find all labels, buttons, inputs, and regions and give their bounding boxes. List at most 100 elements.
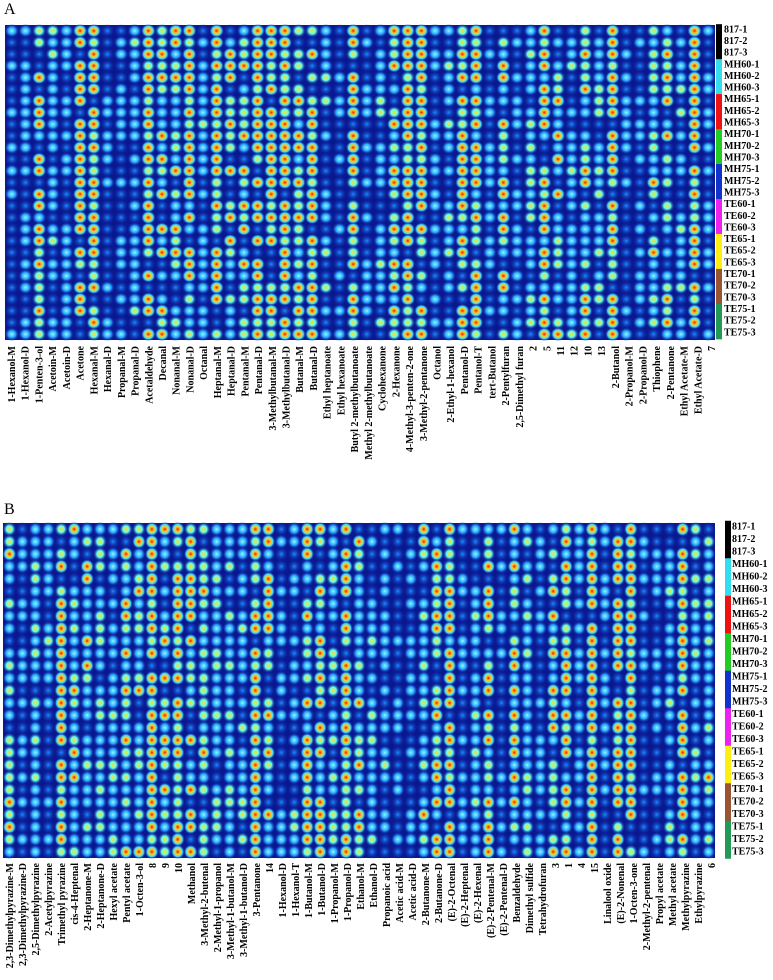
heatmap-spot — [263, 292, 279, 307]
heatmap-spot — [533, 831, 548, 847]
row-label: TE70-3 — [724, 292, 756, 303]
heatmap-spot — [413, 128, 429, 143]
heatmap-spot — [235, 807, 250, 823]
heatmap-spot — [157, 720, 172, 736]
heatmap-spot — [523, 93, 539, 108]
heatmap-spot — [536, 257, 552, 272]
heatmap-spot — [455, 819, 470, 835]
heatmap-spot — [277, 245, 293, 260]
heatmap-spot — [550, 210, 566, 225]
heatmap-spot — [168, 128, 184, 143]
heatmap-spot — [701, 583, 716, 599]
heatmap-spot — [72, 117, 88, 132]
heatmap-spot — [209, 546, 224, 562]
heatmap-spot — [377, 534, 393, 550]
heatmap-spot — [386, 93, 402, 108]
heatmap-spot — [318, 93, 334, 108]
heatmap-spot — [196, 819, 211, 835]
heatmap-spot — [659, 47, 675, 62]
heatmap-spot — [248, 583, 263, 599]
heatmap-spot — [274, 819, 289, 835]
heatmap-spot — [291, 292, 307, 307]
heatmap-spot — [659, 58, 675, 73]
heatmap-spot — [675, 757, 690, 773]
heatmap-spot — [154, 327, 170, 342]
heatmap-spot — [559, 720, 574, 736]
heatmap-spot — [509, 82, 525, 97]
heatmap-spot — [157, 794, 172, 810]
heatmap-spot — [482, 58, 498, 73]
heatmap-spot — [261, 732, 276, 748]
heatmap-spot — [54, 695, 69, 711]
heatmap-spot — [673, 117, 689, 132]
heatmap-spot — [17, 128, 33, 143]
heatmap-spot — [413, 93, 429, 108]
heatmap-spot — [31, 23, 47, 38]
heatmap-spot — [4, 152, 20, 167]
heatmap-spot — [636, 633, 651, 649]
column-label: 2-Butanone-D — [434, 863, 445, 923]
heatmap-spot — [195, 257, 211, 272]
heatmap-spot — [196, 633, 211, 649]
heatmap-spot — [416, 670, 431, 686]
heatmap-spot — [559, 645, 574, 661]
heatmap-spot — [318, 152, 334, 167]
heatmap-spot — [688, 558, 703, 574]
heatmap-spot — [468, 707, 483, 723]
heatmap-spot — [584, 720, 600, 736]
heatmap-spot — [455, 807, 470, 823]
heatmap-spot — [533, 596, 548, 612]
heatmap-spot — [154, 140, 170, 155]
heatmap-spot — [54, 571, 69, 587]
heatmap-spot — [646, 292, 662, 307]
heatmap-spot — [390, 695, 405, 711]
heatmap-spot — [351, 558, 367, 574]
heatmap-spot — [623, 844, 638, 860]
heatmap-spot — [659, 327, 675, 342]
heatmap-spot — [442, 608, 457, 624]
heatmap-spot — [482, 117, 498, 132]
heatmap-spot — [701, 596, 716, 612]
heatmap-spot — [482, 210, 498, 225]
heatmap-spot — [507, 695, 522, 711]
heatmap-spot — [597, 658, 613, 674]
heatmap-spot — [263, 245, 279, 260]
heatmap-spot — [31, 303, 47, 318]
heatmap-spot — [4, 140, 20, 155]
heatmap-spot — [649, 720, 664, 736]
heatmap-spot — [300, 782, 315, 798]
heatmap-spot — [495, 198, 511, 213]
heatmap-spot — [632, 82, 648, 97]
heatmap-spot — [364, 819, 380, 835]
heatmap-spot — [646, 93, 662, 108]
heatmap-spot — [507, 794, 522, 810]
heatmap-spot — [131, 521, 147, 537]
heatmap-spot — [277, 222, 293, 237]
heatmap-spot — [291, 268, 307, 283]
heatmap-spot — [403, 794, 418, 810]
heatmap-spot — [209, 583, 224, 599]
heatmap-spot — [520, 683, 535, 698]
heatmap-spot — [351, 794, 367, 810]
heatmap-spot — [673, 35, 689, 50]
heatmap-spot — [131, 621, 147, 636]
heatmap-spot — [4, 35, 20, 50]
heatmap-spot — [332, 140, 348, 155]
heatmap-spot — [673, 315, 689, 330]
heatmap-spot — [332, 128, 348, 143]
heatmap-spot — [313, 819, 328, 835]
heatmap-spot — [4, 187, 20, 202]
heatmap-spot — [209, 222, 225, 237]
heatmap-spot — [523, 292, 539, 307]
heatmap-spot — [507, 683, 522, 698]
column-label: 2-Propanol-M — [625, 345, 636, 406]
heatmap-spot — [413, 35, 429, 50]
heatmap-spot — [195, 105, 211, 120]
heatmap-spot — [400, 233, 416, 248]
heatmap-spot — [429, 583, 444, 599]
heatmap-spot — [523, 117, 539, 132]
group-color-bar — [725, 695, 731, 709]
heatmap-spot — [636, 608, 651, 624]
heatmap-spot — [99, 187, 115, 202]
